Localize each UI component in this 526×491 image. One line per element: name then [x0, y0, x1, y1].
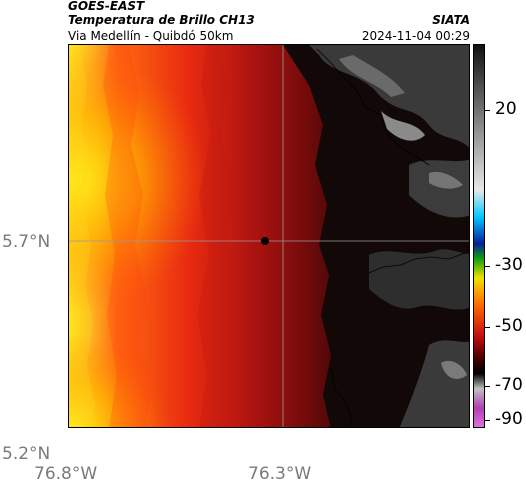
colorbar-label: -90: [495, 409, 523, 429]
colorbar-tick: [485, 386, 490, 387]
colorbar-label: 20: [495, 99, 517, 119]
brand-label: SIATA: [432, 13, 470, 27]
colorbar-label: -70: [495, 375, 523, 395]
region-boundary-center: [368, 252, 466, 274]
satellite-map[interactable]: [68, 44, 470, 428]
colorbar-tick: [485, 266, 490, 267]
cloud-lightgray-east: [429, 171, 463, 189]
timestamp: 2024-11-04 00:29: [361, 29, 470, 43]
colorbar: [473, 44, 485, 428]
colorbar-tick: [485, 420, 490, 421]
cloud-lightgray-patch: [381, 111, 425, 141]
contour-band-3: [197, 45, 243, 427]
source-label: GOES-EAST: [68, 0, 145, 13]
cloud-gray-east: [409, 159, 469, 218]
map-canvas: [69, 45, 469, 427]
colorbar-tick: [485, 110, 490, 111]
cloud-lightgray-southeast: [441, 360, 467, 379]
region-boundary-south: [330, 366, 352, 427]
product-title: Temperatura de Brillo CH13: [68, 13, 255, 27]
cloud-gray-center: [369, 249, 469, 310]
lat-tick-label: 5.7°N: [2, 232, 51, 252]
colorbar-tick: [485, 327, 490, 328]
location-marker: [261, 237, 269, 245]
region-subtitle: Via Medellín - Quibdó 50km: [68, 29, 234, 43]
lat-tick-label: 5.2°N: [2, 444, 51, 464]
lon-tick-label: 76.8°W: [34, 464, 98, 484]
contour-band-2: [103, 45, 151, 427]
colorbar-label: -30: [495, 255, 523, 275]
region-boundary-north: [316, 48, 430, 166]
cold-cloud-top: [283, 45, 469, 427]
lon-tick-label: 76.3°W: [248, 464, 312, 484]
cloud-lightgray-north: [339, 55, 405, 97]
cloud-gray-north: [309, 45, 469, 148]
colorbar-label: -50: [495, 316, 523, 336]
contour-band-1: [69, 45, 95, 427]
